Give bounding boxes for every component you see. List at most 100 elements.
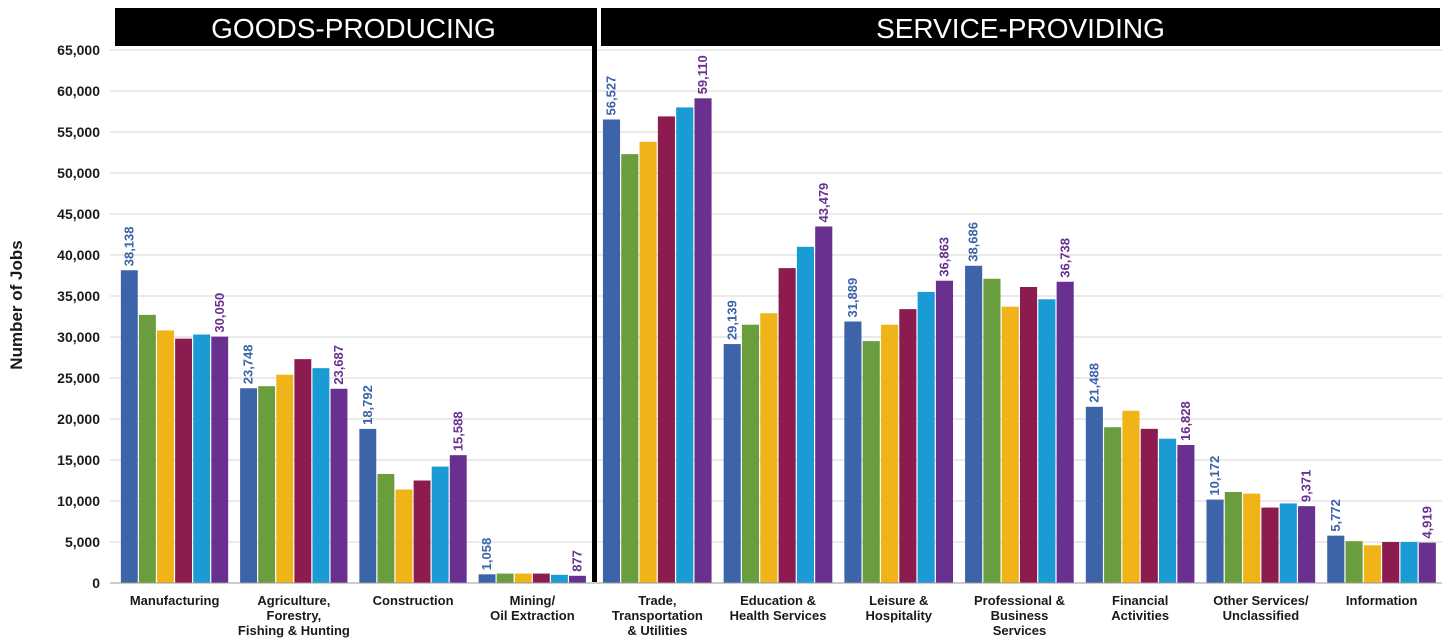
data-labels: 38,138 30,050 23,748 23,687 18,792 15,588 1,05… (121, 55, 1434, 572)
category-label: Manufacturing (130, 593, 220, 608)
bar (639, 141, 657, 583)
bar (983, 278, 1001, 583)
bar (431, 466, 449, 583)
y-tick-label: 20,000 (57, 411, 100, 427)
data-label: 9,371 (1299, 470, 1314, 503)
y-tick-label: 0 (92, 575, 100, 591)
category-labels: Manufacturing Agriculture, Forestry, Fishin… (130, 593, 1418, 638)
bar (478, 574, 496, 583)
group-banners: GOODS-PRODUCING SERVICE-PROVIDING (115, 8, 1440, 46)
y-tick-label: 35,000 (57, 288, 100, 304)
bar (1261, 507, 1279, 583)
group-banner (601, 8, 1440, 46)
data-label: 1,058 (479, 538, 494, 571)
bar (1298, 506, 1316, 583)
bar (899, 309, 917, 583)
data-label: 16,828 (1178, 401, 1193, 441)
bar (1177, 445, 1195, 583)
data-label: 23,687 (331, 345, 346, 385)
bar (1038, 299, 1056, 583)
bar (1400, 542, 1418, 583)
y-axis-ticks: 0 5,000 10,000 15,000 20,000 25,000 30,000 35,0… (57, 42, 100, 591)
bar (1001, 306, 1019, 583)
bar (621, 154, 639, 583)
y-tick-label: 10,000 (57, 493, 100, 509)
bar (1206, 499, 1224, 583)
bar (1224, 491, 1242, 583)
bar (377, 473, 395, 583)
bar (1363, 545, 1381, 583)
bar (1122, 410, 1140, 583)
bar (258, 386, 276, 583)
bar (496, 573, 514, 583)
group-banner (115, 8, 592, 46)
bar (844, 321, 862, 583)
data-label: 18,792 (360, 385, 375, 425)
bar (965, 265, 983, 583)
category-label: Construction (373, 593, 454, 608)
bar (413, 480, 431, 583)
bars (120, 98, 1436, 584)
data-label: 877 (570, 550, 585, 572)
group-banner-title: GOODS-PRODUCING (211, 13, 496, 44)
data-label: 23,748 (241, 345, 256, 385)
category-label: Education & Health Services (730, 593, 827, 623)
bar (1104, 427, 1122, 583)
y-tick-label: 5,000 (65, 534, 100, 550)
bar (532, 573, 550, 583)
y-tick-label: 55,000 (57, 124, 100, 140)
data-label: 4,919 (1419, 506, 1434, 539)
bar (862, 341, 880, 583)
y-axis-label: Number of Jobs (7, 240, 26, 369)
bar (395, 489, 413, 583)
bar (1085, 406, 1103, 583)
bar (193, 334, 211, 583)
bar (778, 268, 796, 583)
bar (917, 291, 935, 583)
bar (1056, 281, 1074, 583)
y-tick-label: 60,000 (57, 83, 100, 99)
y-tick-label: 65,000 (57, 42, 100, 58)
data-label: 59,110 (695, 55, 710, 94)
data-label: 29,139 (724, 300, 739, 340)
bar (138, 314, 156, 583)
bar (760, 313, 778, 583)
data-label: 15,588 (450, 411, 465, 451)
category-label: Agriculture, Forestry, Fishing & Hunting (238, 593, 350, 638)
category-label: Other Services/Unclassified (1213, 593, 1309, 623)
data-label: 36,738 (1057, 238, 1072, 278)
y-tick-label: 45,000 (57, 206, 100, 222)
category-label: Trade, Transportation & Utilities (612, 593, 703, 638)
bar (602, 119, 621, 583)
bar (359, 428, 377, 583)
data-label: 5,772 (1328, 499, 1343, 532)
bar (741, 324, 760, 583)
bar (935, 280, 954, 583)
data-label: 43,479 (816, 183, 831, 223)
bar (514, 573, 532, 583)
bar (1020, 286, 1038, 583)
y-tick-label: 30,000 (57, 329, 100, 345)
bar (240, 388, 258, 583)
bar (723, 344, 741, 583)
bar (175, 338, 193, 583)
category-label: Professional & Business Services (974, 593, 1065, 638)
y-tick-label: 15,000 (57, 452, 100, 468)
bar (550, 574, 568, 583)
y-tick-label: 40,000 (57, 247, 100, 263)
bar (449, 455, 467, 583)
bar (1418, 542, 1436, 583)
data-label: 36,863 (937, 237, 952, 277)
bar (276, 374, 294, 583)
bar (1243, 493, 1261, 583)
bar (880, 324, 899, 583)
bar (796, 246, 814, 584)
data-label: 21,488 (1086, 363, 1101, 403)
data-label: 10,172 (1207, 456, 1222, 496)
data-label: 56,527 (604, 76, 619, 116)
category-label: Leisure & Hospitality (866, 593, 933, 623)
bar (676, 107, 694, 584)
group-banner-title: SERVICE-PROVIDING (876, 13, 1165, 44)
category-label: Financial Activities (1111, 593, 1169, 623)
